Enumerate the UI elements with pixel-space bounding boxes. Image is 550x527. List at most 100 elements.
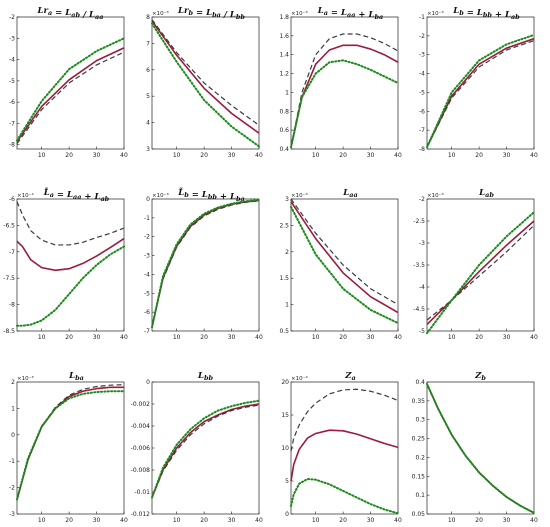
series-dotted-line — [290, 205, 399, 325]
y-tick-label: 0.6 — [279, 127, 289, 134]
y-tick-label: 1 — [285, 302, 289, 309]
x-tick-label: 10 — [312, 517, 320, 524]
chart-panel-3: 10 20 30 40 0.4 0.6 0.8 1 1.2 1.4 1.6 1.8 ×10⁻³ La = … — [279, 6, 402, 159]
x-tick-label: 10 — [38, 517, 46, 524]
panel-title: Lbb — [197, 371, 214, 382]
series-dotted-line — [16, 37, 125, 142]
x-tick-label: 40 — [530, 152, 538, 159]
y-tick-label: 2 — [285, 249, 289, 256]
x-tick-label: 30 — [228, 334, 236, 341]
y-tick-label: -5 — [144, 290, 150, 297]
y-tick-label: 2.5 — [279, 222, 289, 229]
chart-panel-12: 10 20 30 40 0.05 0.1 0.15 0.2 0.25 0.3 0.35 0.4 Zb — [412, 371, 538, 524]
y-tick-label: -6 — [9, 196, 15, 203]
y-tick-label: -2 — [9, 485, 15, 492]
y-tick-label: 1.8 — [279, 14, 289, 21]
y-tick-label: -6 — [419, 108, 425, 115]
y-tick-label: 0.2 — [415, 454, 425, 461]
panel-title: Lab — [478, 188, 494, 199]
series-solid-line — [290, 201, 399, 314]
y-tick-label: 1.4 — [279, 52, 289, 59]
panel-title: Lb = Lbb + Lab — [452, 6, 520, 21]
x-tick-label: 10 — [448, 334, 456, 341]
axis-exponent: ×10⁻³ — [152, 10, 169, 17]
y-tick-label: -8 — [419, 146, 425, 153]
x-tick-label: 20 — [475, 334, 483, 341]
x-tick-label: 30 — [93, 334, 101, 341]
axes-box — [290, 381, 399, 515]
axes-box — [290, 16, 399, 150]
x-tick-label: 20 — [200, 152, 208, 159]
axes-box — [290, 198, 399, 332]
y-tick-label: -4 — [144, 271, 150, 278]
x-tick-label: 30 — [503, 152, 511, 159]
chart-panel-6: 10 20 30 40 -7 -6 -5 -4 -3 -2 -1 0 ×10⁻³ L̃b = Lbb + … — [144, 186, 263, 341]
series-solid-line — [151, 403, 260, 498]
series-solid-line — [426, 383, 535, 514]
series-dashed-line — [426, 224, 535, 321]
panel-title: L̃a = Laa + Lab — [43, 186, 110, 203]
series-solid-line — [290, 429, 399, 482]
y-tick-label: -7 — [419, 127, 425, 134]
axis-exponent: ×10⁻³ — [427, 192, 444, 199]
x-tick-label: 10 — [173, 517, 181, 524]
x-tick-label: 10 — [173, 334, 181, 341]
x-tick-label: 40 — [394, 517, 402, 524]
y-tick-label: -3 — [419, 52, 425, 59]
x-tick-label: 40 — [530, 517, 538, 524]
y-tick-label: -6 — [144, 309, 150, 316]
y-tick-label: -1 — [9, 458, 15, 465]
y-tick-label: -4 — [419, 71, 425, 78]
chart-panel-10: 10 20 30 40 -0.012 -0.01 -0.008 -0.006 -0.004 -0.… — [131, 371, 263, 524]
y-tick-label: 2 — [11, 379, 15, 386]
series-dashed-line — [151, 404, 260, 498]
y-tick-label: 8 — [146, 14, 150, 21]
y-tick-label: 3 — [146, 146, 150, 153]
y-tick-label: -0.008 — [131, 467, 151, 474]
panel-title: L̃b = Lbb + Lba — [177, 186, 244, 203]
axis-exponent: ×10⁻³ — [427, 10, 444, 17]
y-tick-label: -7 — [9, 120, 15, 127]
panel-title: La = Laa + Lba — [317, 6, 383, 21]
y-tick-label: -3 — [419, 240, 425, 247]
panel-title: Lrb = Lba / Lbb — [177, 6, 245, 21]
axis-exponent: ×10⁻³ — [152, 192, 169, 199]
axes-box — [426, 381, 535, 515]
x-tick-label: 40 — [255, 517, 263, 524]
series-solid-line — [426, 220, 535, 325]
x-tick-label: 40 — [255, 152, 263, 159]
panel-title: Lba — [68, 371, 84, 382]
y-tick-label: 1.6 — [279, 33, 289, 40]
axis-exponent: ×10⁻³ — [17, 375, 34, 382]
series-dotted-line — [426, 33, 535, 149]
series-solid-line — [16, 386, 124, 500]
y-tick-label: -5 — [419, 328, 425, 335]
y-tick-label: 15 — [281, 412, 289, 419]
panel-title: Za — [344, 371, 355, 382]
x-tick-label: 30 — [228, 517, 236, 524]
x-tick-label: 20 — [339, 152, 347, 159]
y-tick-label: -8 — [9, 302, 15, 309]
x-tick-label: 10 — [173, 152, 181, 159]
chart-panel-9: 10 20 30 40 -3 -2 -1 0 1 2 ×10⁻³ Lba — [9, 371, 128, 524]
y-tick-label: 0 — [285, 511, 289, 518]
x-tick-label: 20 — [475, 517, 483, 524]
panel-title: Zb — [474, 371, 486, 382]
y-tick-label: 0 — [11, 432, 15, 439]
y-tick-label: 1 — [285, 89, 289, 96]
x-tick-label: 20 — [200, 517, 208, 524]
series-dotted-line — [426, 211, 535, 335]
y-tick-label: -3 — [144, 253, 150, 260]
y-tick-label: 0.4 — [415, 379, 425, 386]
x-tick-label: 30 — [93, 517, 101, 524]
y-tick-label: 0.35 — [412, 398, 426, 405]
y-tick-label: 0.8 — [279, 108, 289, 115]
axes-box — [16, 198, 125, 332]
panel-title: Laa — [342, 188, 357, 199]
y-tick-label: 5 — [285, 478, 289, 485]
x-tick-label: 40 — [120, 152, 128, 159]
y-tick-label: 1.5 — [279, 275, 289, 282]
y-tick-label: -2 — [419, 33, 425, 40]
axis-exponent: ×10⁻³ — [291, 10, 308, 17]
axes-box — [151, 198, 260, 332]
